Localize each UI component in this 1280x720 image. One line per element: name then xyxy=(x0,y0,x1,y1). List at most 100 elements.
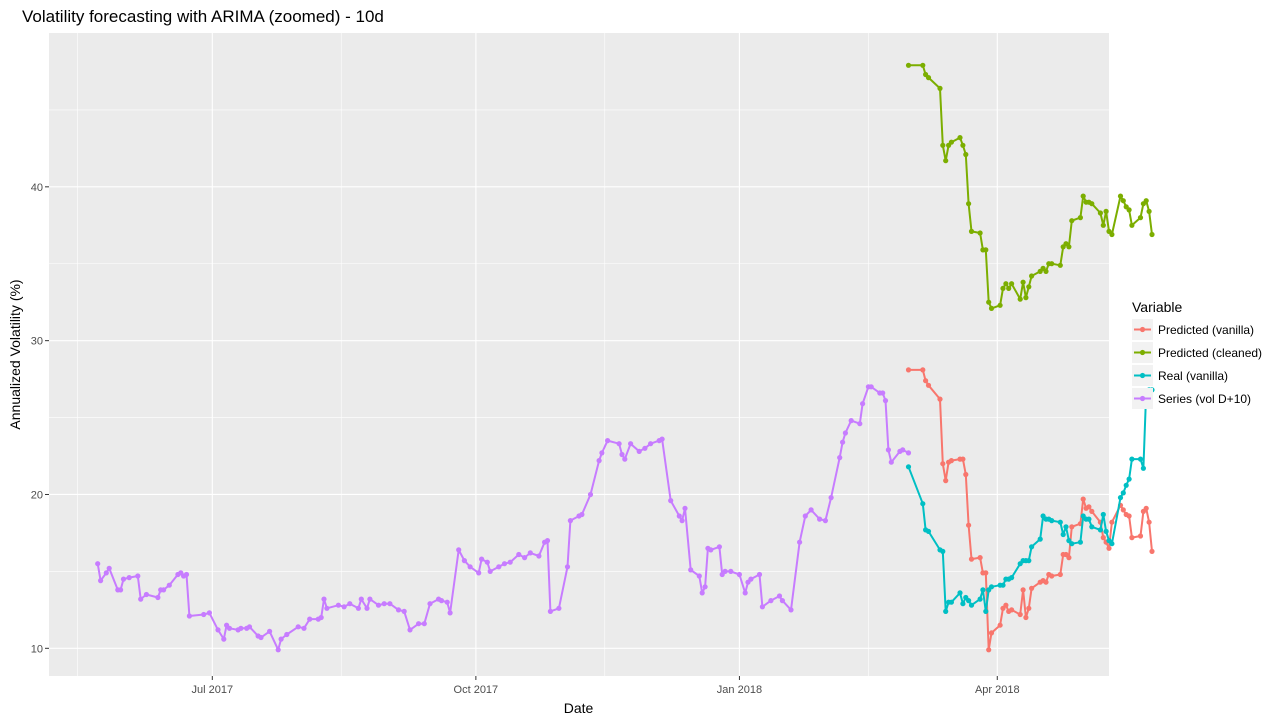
data-point xyxy=(479,556,485,562)
data-point xyxy=(968,556,975,562)
data-point xyxy=(1123,482,1129,488)
legend-title: Variable xyxy=(1132,299,1183,315)
data-point xyxy=(808,507,814,513)
data-point xyxy=(977,596,983,602)
data-point xyxy=(977,555,983,561)
data-point xyxy=(966,201,972,207)
data-point xyxy=(948,599,955,605)
data-point xyxy=(556,605,562,611)
data-point xyxy=(1009,575,1015,581)
data-point xyxy=(467,564,473,570)
data-point xyxy=(960,142,966,148)
data-point xyxy=(1009,607,1015,613)
data-point xyxy=(447,610,453,616)
data-point xyxy=(688,567,694,573)
data-point xyxy=(882,398,889,404)
data-point xyxy=(940,548,946,555)
data-point xyxy=(427,601,433,607)
data-point xyxy=(98,578,104,584)
data-point xyxy=(166,582,172,588)
data-point xyxy=(579,511,585,518)
data-point xyxy=(759,604,766,610)
data-point xyxy=(1140,465,1146,471)
data-point xyxy=(1077,539,1083,545)
data-point xyxy=(246,624,253,630)
data-point xyxy=(395,607,402,613)
data-point xyxy=(980,587,986,593)
data-point xyxy=(1077,215,1083,221)
data-point xyxy=(135,573,141,579)
data-point xyxy=(1043,268,1049,274)
data-point xyxy=(960,601,966,607)
data-point xyxy=(1049,573,1055,579)
x-tick-label: Oct 2017 xyxy=(454,684,499,696)
data-point xyxy=(1100,222,1106,228)
data-point xyxy=(1146,519,1152,525)
data-point xyxy=(456,547,462,553)
data-point xyxy=(1009,281,1015,287)
data-point xyxy=(628,441,634,447)
data-point xyxy=(401,608,407,615)
data-point xyxy=(828,495,834,501)
data-point xyxy=(937,396,943,402)
data-point xyxy=(496,564,502,570)
data-point xyxy=(1017,611,1023,618)
data-point xyxy=(788,607,794,613)
data-point xyxy=(341,604,347,610)
data-point xyxy=(307,616,313,622)
series-layer xyxy=(95,62,1155,653)
data-point xyxy=(1080,496,1086,502)
data-point xyxy=(161,587,167,593)
data-point xyxy=(708,547,714,553)
data-point xyxy=(599,450,605,456)
data-point xyxy=(318,614,324,621)
legend-item-series-vol-d-10: Series (vol D+10) xyxy=(1132,388,1251,409)
data-point xyxy=(143,591,149,598)
data-point xyxy=(358,596,364,602)
data-point xyxy=(925,75,932,81)
data-point xyxy=(1029,585,1035,591)
data-point xyxy=(742,590,748,596)
data-point xyxy=(736,571,743,578)
data-point xyxy=(381,601,387,607)
major-gridlines xyxy=(49,33,1109,676)
data-point xyxy=(126,575,132,581)
data-point xyxy=(888,459,894,465)
data-point xyxy=(668,498,674,504)
data-point xyxy=(206,610,212,616)
data-point xyxy=(860,401,866,407)
data-point xyxy=(516,551,522,558)
data-point xyxy=(106,565,112,571)
data-point xyxy=(948,458,955,464)
data-point xyxy=(1026,284,1032,290)
data-point xyxy=(258,634,264,641)
plot-panel xyxy=(49,33,1109,676)
data-point xyxy=(822,518,829,524)
data-point xyxy=(1023,614,1029,621)
legend-key-point xyxy=(1139,349,1146,356)
data-point xyxy=(983,247,989,253)
y-tick-label: 10 xyxy=(31,643,43,655)
data-point xyxy=(768,598,774,604)
data-point xyxy=(1117,193,1124,199)
data-point xyxy=(920,62,926,68)
data-point xyxy=(616,441,622,447)
data-point xyxy=(642,445,648,451)
data-point xyxy=(966,522,972,528)
data-point xyxy=(905,450,912,456)
data-point xyxy=(1149,231,1155,238)
data-point xyxy=(1020,279,1026,285)
data-point xyxy=(1109,541,1115,547)
data-point xyxy=(1089,201,1095,207)
data-point xyxy=(937,85,943,91)
data-point xyxy=(963,151,969,158)
data-point xyxy=(1023,295,1029,301)
data-point xyxy=(923,378,929,384)
data-point xyxy=(421,621,427,627)
y-axis: 10 20 30 40 xyxy=(31,182,49,655)
legend-item-predicted-cleaned: Predicted (cleaned) xyxy=(1132,342,1262,363)
data-point xyxy=(776,593,783,599)
legend: Variable Predicted (vanilla) Predicted (c… xyxy=(1132,299,1262,409)
data-point xyxy=(103,570,109,576)
data-point xyxy=(1129,222,1135,228)
